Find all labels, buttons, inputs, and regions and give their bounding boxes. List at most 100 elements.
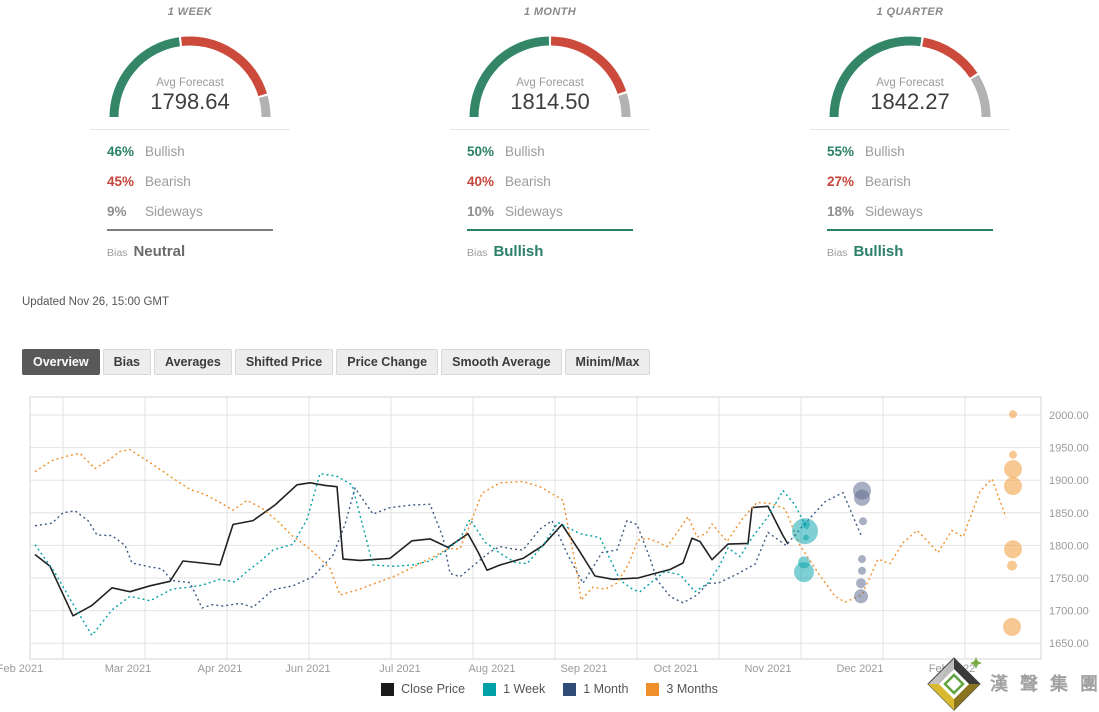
legend-label: 3 Months xyxy=(666,682,717,696)
legend-swatch-icon xyxy=(381,683,394,696)
plot-border xyxy=(30,397,1041,659)
bias-label: Bias xyxy=(827,247,847,259)
legend-item-close-price[interactable]: Close Price xyxy=(381,682,465,696)
x-axis-label: Mar 2021 xyxy=(105,663,151,675)
legend-item-3-months[interactable]: 3 Months xyxy=(646,682,717,696)
forecast-card-1-quarter: 1 QUARTER Avg Forecast 1842.27 55% Bulli… xyxy=(810,6,1010,260)
forecast-card-1-week: 1 WEEK Avg Forecast 1798.64 46% Bullish … xyxy=(90,6,290,260)
avg-forecast-label: Avg Forecast xyxy=(450,77,650,89)
updated-timestamp: Updated Nov 26, 15:00 GMT xyxy=(22,296,169,308)
x-axis-label: Aug 2021 xyxy=(468,663,515,675)
bearish-row: 45% Bearish xyxy=(107,166,290,196)
y-axis-label: 1800.00 xyxy=(1049,540,1089,552)
tab-smooth-average[interactable]: Smooth Average xyxy=(441,349,561,375)
y-axis-label: 1650.00 xyxy=(1049,638,1089,650)
avg-forecast-value: 1798.64 xyxy=(90,89,290,115)
sideways-row: 10% Sideways xyxy=(467,196,650,226)
bias-rule xyxy=(107,229,273,231)
watermark-text: 漢聲集團 xyxy=(990,670,1099,696)
sentiment-stats: 55% Bullish 27% Bearish 18% Sideways xyxy=(810,130,1010,226)
sentiment-stats: 50% Bullish 40% Bearish 10% Sideways xyxy=(450,130,650,226)
sideways-label: Sideways xyxy=(505,204,563,219)
card-title: 1 MONTH xyxy=(450,6,650,21)
bias-label: Bias xyxy=(467,247,487,259)
sideways-percent: 9% xyxy=(107,204,145,219)
bullish-label: Bullish xyxy=(865,144,905,159)
x-axis-label: Jul 2021 xyxy=(379,663,421,675)
bearish-percent: 27% xyxy=(827,174,865,189)
y-axis-label: 2000.00 xyxy=(1049,410,1089,422)
y-axis-label: 1950.00 xyxy=(1049,443,1089,455)
bullish-row: 55% Bullish xyxy=(827,136,1010,166)
bullish-label: Bullish xyxy=(505,144,545,159)
legend-swatch-icon xyxy=(646,683,659,696)
y-axis-label: 1900.00 xyxy=(1049,475,1089,487)
tab-shifted-price[interactable]: Shifted Price xyxy=(235,349,333,375)
bias-value: Bullish xyxy=(853,243,903,260)
bullish-percent: 50% xyxy=(467,144,505,159)
avg-forecast-value: 1842.27 xyxy=(810,89,1010,115)
bias-label: Bias xyxy=(107,247,127,259)
tab-bar: OverviewBiasAveragesShifted PricePrice C… xyxy=(22,349,650,375)
tab-averages[interactable]: Averages xyxy=(154,349,232,375)
avg-forecast-label: Avg Forecast xyxy=(90,77,290,89)
bearish-label: Bearish xyxy=(865,174,911,189)
legend-swatch-icon xyxy=(563,683,576,696)
bias-rule xyxy=(827,229,993,231)
watermark: 漢聲集團 xyxy=(926,654,1099,712)
bearish-label: Bearish xyxy=(505,174,551,189)
x-axis-label: Nov 2021 xyxy=(744,663,791,675)
forecast-page: 1 WEEK Avg Forecast 1798.64 46% Bullish … xyxy=(0,0,1099,712)
bearish-row: 40% Bearish xyxy=(467,166,650,196)
card-title: 1 QUARTER xyxy=(810,6,1010,21)
bias-row: Bias Bullish xyxy=(827,243,1010,260)
sideways-label: Sideways xyxy=(145,204,203,219)
legend-label: 1 Week xyxy=(503,682,545,696)
series-1-week xyxy=(35,474,807,636)
gauge: Avg Forecast 1798.64 xyxy=(90,21,290,125)
sideways-percent: 18% xyxy=(827,204,865,219)
sideways-percent: 10% xyxy=(467,204,505,219)
sideways-row: 9% Sideways xyxy=(107,196,290,226)
tab-price-change[interactable]: Price Change xyxy=(336,349,438,375)
avg-forecast-value: 1814.50 xyxy=(450,89,650,115)
sideways-row: 18% Sideways xyxy=(827,196,1010,226)
tab-bias[interactable]: Bias xyxy=(103,349,151,375)
legend-label: Close Price xyxy=(401,682,465,696)
forecast-dots-3-months xyxy=(1003,410,1022,636)
bullish-row: 50% Bullish xyxy=(467,136,650,166)
bias-value: Neutral xyxy=(133,243,185,260)
x-axis-label: Dec 2021 xyxy=(836,663,883,675)
x-axis-label: Oct 2021 xyxy=(654,663,699,675)
bias-value: Bullish xyxy=(493,243,543,260)
bias-row: Bias Neutral xyxy=(107,243,290,260)
x-axis-label: Feb 2021 xyxy=(0,663,43,675)
bullish-row: 46% Bullish xyxy=(107,136,290,166)
avg-forecast-label: Avg Forecast xyxy=(810,77,1010,89)
chart-gridlines xyxy=(30,397,1041,659)
tab-minim-max[interactable]: Minim/Max xyxy=(565,349,651,375)
gauge: Avg Forecast 1842.27 xyxy=(810,21,1010,125)
legend-item-1-week[interactable]: 1 Week xyxy=(483,682,545,696)
x-axis-label: Sep 2021 xyxy=(560,663,607,675)
bullish-percent: 55% xyxy=(827,144,865,159)
x-axis-label: Apr 2021 xyxy=(198,663,243,675)
bearish-row: 27% Bearish xyxy=(827,166,1010,196)
legend-item-1-month[interactable]: 1 Month xyxy=(563,682,628,696)
forecast-dots-1-week xyxy=(792,518,818,582)
bias-rule xyxy=(467,229,633,231)
forecast-dots-1-month xyxy=(853,482,871,604)
tab-overview[interactable]: Overview xyxy=(22,349,100,375)
legend-swatch-icon xyxy=(483,683,496,696)
bullish-label: Bullish xyxy=(145,144,185,159)
diamond-logo-icon xyxy=(926,654,982,712)
bearish-label: Bearish xyxy=(145,174,191,189)
gauge: Avg Forecast 1814.50 xyxy=(450,21,650,125)
y-axis-label: 1850.00 xyxy=(1049,508,1089,520)
sideways-label: Sideways xyxy=(865,204,923,219)
legend-label: 1 Month xyxy=(583,682,628,696)
bias-row: Bias Bullish xyxy=(467,243,650,260)
bearish-percent: 45% xyxy=(107,174,145,189)
sentiment-stats: 46% Bullish 45% Bearish 9% Sideways xyxy=(90,130,290,226)
price-chart[interactable]: 2000.001950.001900.001850.001800.001750.… xyxy=(0,385,1099,685)
